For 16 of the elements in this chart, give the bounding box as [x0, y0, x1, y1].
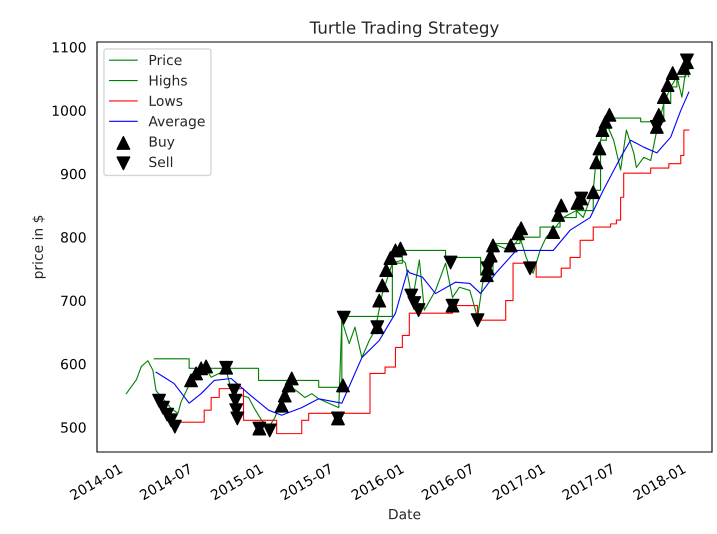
legend-label: Highs — [150, 74, 187, 88]
y-tick-label: 1000 — [52, 105, 86, 116]
y-axis-title: price in $ — [32, 216, 46, 278]
y-tick-label: 700 — [61, 296, 86, 306]
legend-label: Average — [148, 116, 205, 130]
y-tick-label: 900 — [60, 168, 86, 180]
y-tick-label: 1100 — [52, 42, 86, 53]
legend-label: Price — [150, 54, 182, 66]
y-tick-label: 800 — [61, 232, 86, 243]
legend-label: Buy — [150, 136, 175, 150]
legend-label: Sell — [149, 156, 172, 168]
legend-label: Lows — [150, 96, 182, 106]
chart-title: Turtle Trading Strategy — [310, 21, 499, 38]
y-tick-label: 600 — [61, 358, 86, 370]
y-tick-label: 500 — [61, 422, 86, 433]
x-axis-title: Date — [389, 509, 420, 520]
